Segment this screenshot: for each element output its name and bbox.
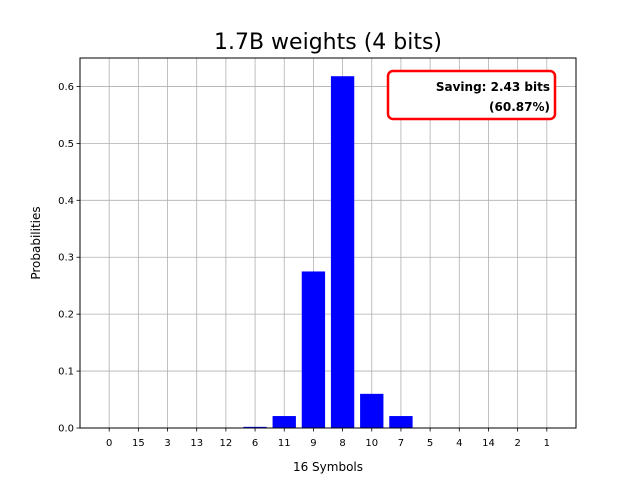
bar-10 <box>360 393 384 428</box>
annotation-line-2: (60.87%) <box>489 100 550 114</box>
chart-title: 1.7B weights (4 bits) <box>214 30 442 55</box>
bar-9 <box>301 271 326 428</box>
x-tick-label: 1 <box>544 438 550 449</box>
bar-7 <box>389 416 413 428</box>
y-tick-label: 0.3 <box>58 253 74 264</box>
x-tick-label: 4 <box>456 438 462 449</box>
plot-area-frame <box>79 57 577 429</box>
x-tick-label: 13 <box>190 438 203 449</box>
x-tick-label: 7 <box>398 438 404 449</box>
x-tick-label: 11 <box>278 438 291 449</box>
y-axis-label: Probabilities <box>29 206 43 279</box>
bar-6 <box>243 426 267 428</box>
annotation-line-1: Saving: 2.43 bits <box>436 80 550 94</box>
x-tick-label: 2 <box>514 438 520 449</box>
x-tick-label: 14 <box>482 438 495 449</box>
bars <box>243 76 413 428</box>
grid-lines <box>80 58 576 429</box>
x-tick-label: 8 <box>339 438 345 449</box>
bar-8 <box>330 76 355 428</box>
annotation-box <box>386 69 557 121</box>
x-tick-label: 10 <box>365 438 378 449</box>
x-tick-label: 12 <box>220 438 233 449</box>
y-tick-label: 0.4 <box>58 196 74 207</box>
y-tick-label: 0.6 <box>58 82 74 93</box>
y-tick-label: 0.0 <box>58 424 74 435</box>
saving-annotation: Saving: 2.43 bits (60.87%) <box>386 69 557 121</box>
y-tick-label: 0.1 <box>58 367 74 378</box>
x-tick-label: 0 <box>106 438 112 449</box>
x-tick-label: 6 <box>252 438 258 449</box>
x-axis-ticks: 0 15 3 13 12 6 11 9 8 10 7 5 4 14 2 1 <box>106 428 550 449</box>
y-axis-ticks: 0.0 0.1 0.2 0.3 0.4 0.5 0.6 <box>58 82 80 435</box>
x-tick-label: 15 <box>132 438 145 449</box>
y-tick-label: 0.5 <box>58 139 74 150</box>
x-tick-label: 3 <box>164 438 170 449</box>
bar-11 <box>272 416 296 428</box>
x-axis-label: 16 Symbols <box>293 460 363 474</box>
y-tick-label: 0.2 <box>58 310 74 321</box>
x-tick-label: 5 <box>427 438 433 449</box>
x-tick-label: 9 <box>310 438 316 449</box>
